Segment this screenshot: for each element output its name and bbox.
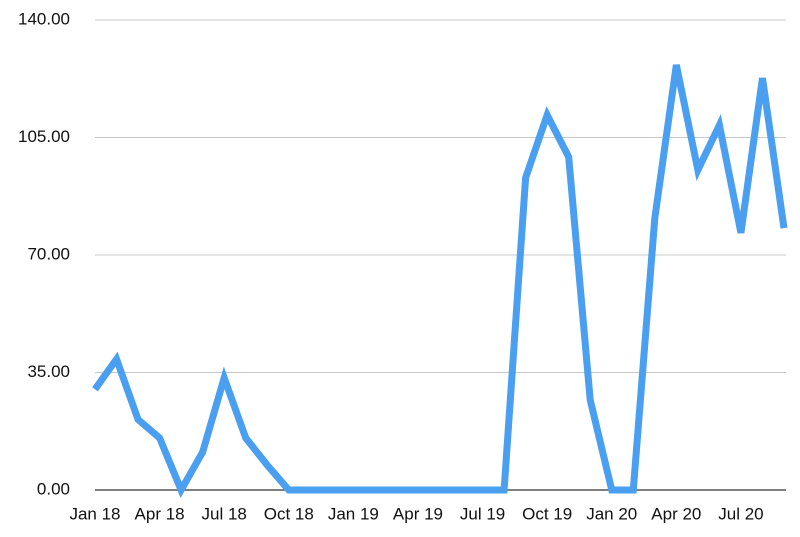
x-tick-label: Jan 20 [586,504,637,523]
x-tick-label: Jan 18 [69,504,120,523]
x-tick-label: Jan 19 [328,504,379,523]
data-line [92,64,788,498]
y-tick-label: 0.00 [37,479,70,498]
x-tick-label: Apr 20 [651,504,701,523]
x-tick-label: Apr 19 [393,504,443,523]
x-tick-label: Jul 20 [718,504,763,523]
x-tick-label: Jul 19 [460,504,505,523]
x-tick-label: Oct 18 [264,504,314,523]
x-tick-label: Apr 18 [135,504,185,523]
y-tick-label: 105.00 [18,127,70,146]
y-tick-label: 140.00 [18,9,70,28]
y-tick-label: 70.00 [27,244,70,263]
x-tick-label: Jul 18 [202,504,247,523]
x-tick-label: Oct 19 [522,504,572,523]
y-tick-label: 35.00 [27,362,70,381]
